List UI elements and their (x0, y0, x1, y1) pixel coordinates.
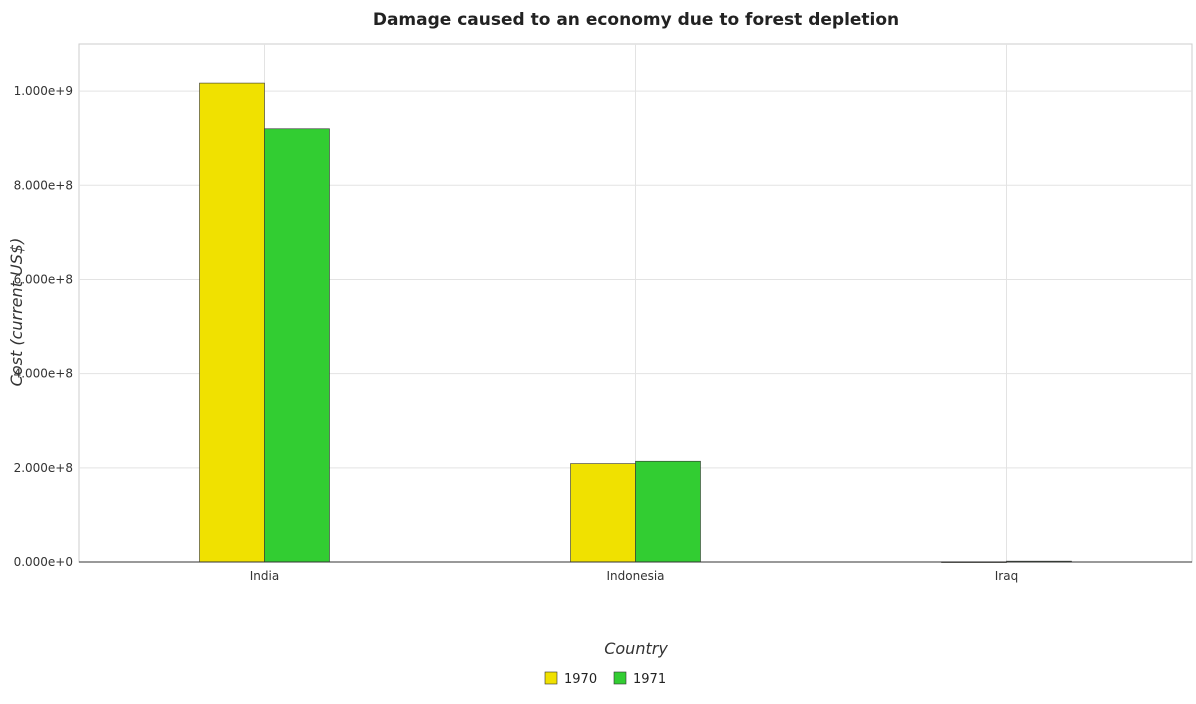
y-tick-label: 6.000e+8 (14, 272, 73, 286)
legend-label-1971: 1971 (633, 672, 666, 687)
bar-1970-india (199, 82, 265, 563)
x-tick-label: Indonesia (606, 569, 664, 583)
legend-label-1970: 1970 (564, 672, 597, 687)
y-tick-label: 4.000e+8 (14, 367, 73, 381)
x-axis-label: Country (604, 639, 668, 658)
legend: 1970 1971 (544, 671, 666, 687)
y-tick-label: 0.000e+0 (14, 555, 73, 569)
bar-1971-indonesia (635, 460, 701, 563)
bar-1971-india (264, 128, 330, 563)
axes: 0.000e+0 2.000e+8 4.000e+8 6.000e+8 8.000e+8… (14, 84, 1192, 583)
x-tick-label: India (250, 569, 279, 583)
y-tick-label: 2.000e+8 (14, 461, 73, 475)
bars (199, 82, 1072, 563)
chart-title: Damage caused to an economy due to fores… (373, 10, 899, 30)
bar-1970-indonesia (570, 463, 636, 563)
y-tick-label: 1.000e+9 (14, 84, 73, 98)
y-axis-label: Cost (current US$) (7, 238, 26, 387)
legend-swatch-1970 (544, 671, 558, 685)
y-tick-label: 8.000e+8 (14, 178, 73, 192)
legend-swatch-1971 (613, 671, 627, 685)
x-tick-label: Iraq (995, 569, 1018, 583)
